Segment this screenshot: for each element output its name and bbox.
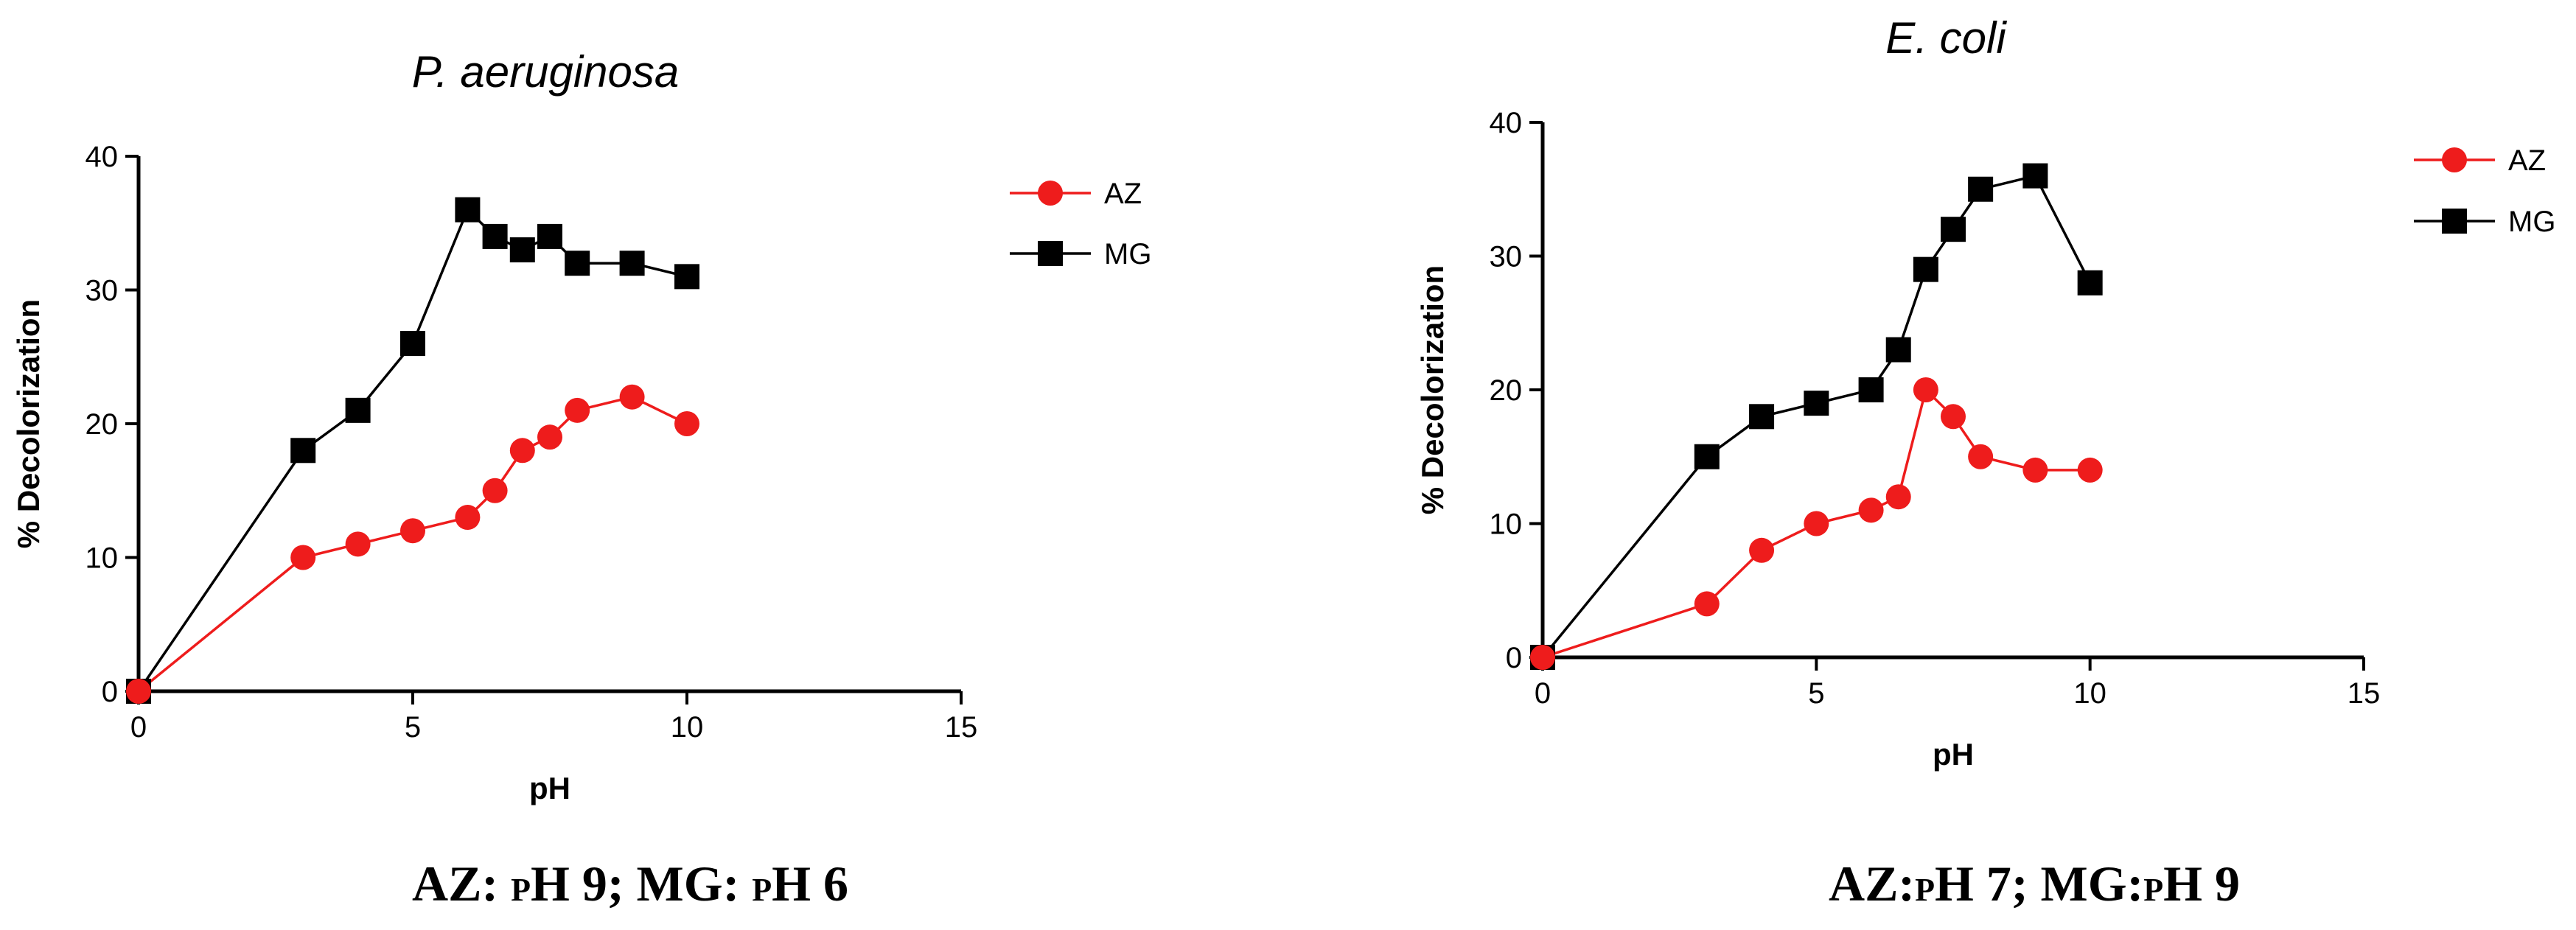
data-point-az <box>455 505 481 531</box>
data-point-mg <box>455 197 481 223</box>
data-point-mg <box>290 438 316 464</box>
caption-part: AZ: <box>412 856 511 912</box>
y-tick-label: 10 <box>85 542 119 575</box>
y-tick-label: 20 <box>85 408 119 441</box>
data-point-az <box>1530 645 1555 670</box>
chart-title: P. aeruginosa <box>412 47 680 97</box>
data-point-mg <box>1941 217 1966 242</box>
legend: AZ MG <box>2414 144 2555 238</box>
series-line-mg <box>137 207 688 692</box>
legend-marker-az <box>2442 147 2467 172</box>
caption-part: P <box>752 872 772 908</box>
legend-label-mg: MG <box>1104 238 1151 270</box>
legend-marker-mg <box>1038 241 1063 266</box>
caption-part: P <box>511 872 531 908</box>
x-tick-label: 10 <box>2073 677 2106 710</box>
data-point-mg <box>1749 404 1775 430</box>
data-point-az <box>1804 511 1829 536</box>
legend-label-mg: MG <box>2508 206 2555 238</box>
data-point-az <box>2077 457 2103 483</box>
data-point-mg <box>565 251 590 276</box>
legend-label-az: AZ <box>2508 144 2546 177</box>
caption-part: P <box>1915 872 1935 908</box>
chart-title: E. coli <box>1885 13 2007 63</box>
x-axis-label: pH <box>529 771 570 805</box>
data-point-az <box>1885 484 1911 510</box>
x-tick-label: 0 <box>130 711 147 744</box>
data-point-mg <box>509 237 535 263</box>
data-point-az <box>290 545 316 570</box>
data-point-mg <box>482 223 508 249</box>
data-point-mg <box>2077 270 2103 296</box>
data-point-az <box>345 531 371 557</box>
data-point-az <box>619 384 645 410</box>
legend-marker-az <box>1038 181 1063 206</box>
chart-1: P. aeruginosa 0 10 20 30 40 0 5 10 15 pH % Decolori… <box>11 47 1151 912</box>
x-axis-label: pH <box>1933 737 1974 772</box>
data-point-mg <box>345 397 371 423</box>
data-point-az <box>482 478 508 503</box>
data-point-az <box>674 411 699 436</box>
x-tick-label: 5 <box>1808 677 1824 710</box>
data-point-mg <box>1968 176 1994 202</box>
y-axis-label: % Decolorization <box>1415 265 1450 514</box>
y-tick-label: 30 <box>1490 241 1523 273</box>
caption-part: H 6 <box>772 856 848 912</box>
x-tick-label: 15 <box>2348 677 2381 710</box>
data-point-mg <box>1694 444 1720 469</box>
legend-label-az: AZ <box>1104 178 1142 210</box>
data-point-az <box>400 518 425 544</box>
y-tick-label: 40 <box>85 141 119 173</box>
data-point-mg <box>1858 377 1884 402</box>
chart-caption: AZ: PH 9; MG: PH 6 <box>412 856 848 912</box>
data-point-az <box>1913 377 1938 402</box>
data-point-mg <box>537 223 562 249</box>
y-tick-label: 20 <box>1490 374 1523 407</box>
y-tick-label: 40 <box>1490 107 1523 139</box>
x-tick-label: 15 <box>945 711 978 744</box>
data-point-mg <box>619 251 645 276</box>
caption-part: H 9 <box>2163 856 2240 912</box>
y-tick-label: 0 <box>1506 642 1522 674</box>
x-tick-label: 10 <box>671 711 704 744</box>
series-line-az <box>137 395 688 693</box>
legend-marker-mg <box>2442 209 2467 234</box>
data-point-az <box>509 438 535 464</box>
chart-caption: AZ:PH 7; MG:PH 9 <box>1829 856 2240 912</box>
data-point-az <box>1694 591 1720 617</box>
data-point-az <box>537 424 562 450</box>
y-tick-label: 30 <box>85 275 119 307</box>
data-point-mg <box>1913 256 1938 282</box>
y-tick-label: 0 <box>102 676 118 708</box>
data-point-mg <box>1804 391 1829 416</box>
y-axis-label: % Decolorization <box>11 299 46 548</box>
data-point-az <box>1941 404 1966 430</box>
data-point-az <box>1858 497 1884 523</box>
y-tick-label: 10 <box>1490 508 1523 541</box>
caption-part: H 9; MG: <box>531 856 752 912</box>
caption-part: AZ: <box>1829 856 1915 912</box>
data-point-mg <box>400 331 425 357</box>
caption-part: P <box>2143 872 2163 908</box>
data-point-mg <box>2022 163 2048 189</box>
x-tick-label: 0 <box>1535 677 1551 710</box>
chart-2: E. coli 0 10 20 30 40 0 5 10 15 pH % Decolorization… <box>1415 13 2555 912</box>
data-point-mg <box>1885 337 1911 363</box>
data-point-mg <box>674 264 699 290</box>
legend: AZ MG <box>1010 178 1151 270</box>
data-point-az <box>126 679 151 704</box>
data-point-az <box>565 397 590 423</box>
data-point-az <box>1968 444 1994 469</box>
x-tick-label: 5 <box>405 711 421 744</box>
data-point-az <box>1749 537 1775 563</box>
caption-part: H 7; MG: <box>1935 856 2143 912</box>
data-point-az <box>2022 457 2048 483</box>
series-line-mg <box>1541 174 2092 659</box>
